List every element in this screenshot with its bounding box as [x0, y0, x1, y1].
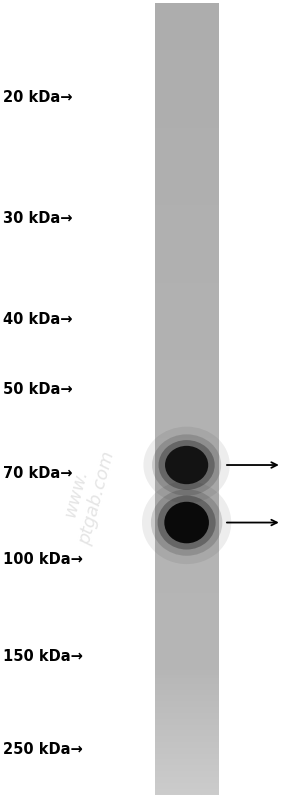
- Ellipse shape: [152, 435, 221, 495]
- Text: 100 kDa→: 100 kDa→: [3, 552, 83, 566]
- Ellipse shape: [164, 502, 209, 543]
- Ellipse shape: [151, 489, 222, 556]
- Text: 250 kDa→: 250 kDa→: [3, 742, 83, 757]
- Ellipse shape: [143, 427, 230, 503]
- Text: 40 kDa→: 40 kDa→: [3, 312, 72, 327]
- Text: 150 kDa→: 150 kDa→: [3, 650, 83, 664]
- Text: 30 kDa→: 30 kDa→: [3, 212, 72, 226]
- Text: 50 kDa→: 50 kDa→: [3, 382, 73, 396]
- Text: www.
ptgab.com: www. ptgab.com: [55, 444, 118, 547]
- Text: 20 kDa→: 20 kDa→: [3, 90, 72, 105]
- Ellipse shape: [158, 495, 216, 550]
- Text: 70 kDa→: 70 kDa→: [3, 466, 72, 480]
- Ellipse shape: [158, 440, 215, 490]
- Ellipse shape: [142, 481, 231, 564]
- Ellipse shape: [165, 446, 208, 484]
